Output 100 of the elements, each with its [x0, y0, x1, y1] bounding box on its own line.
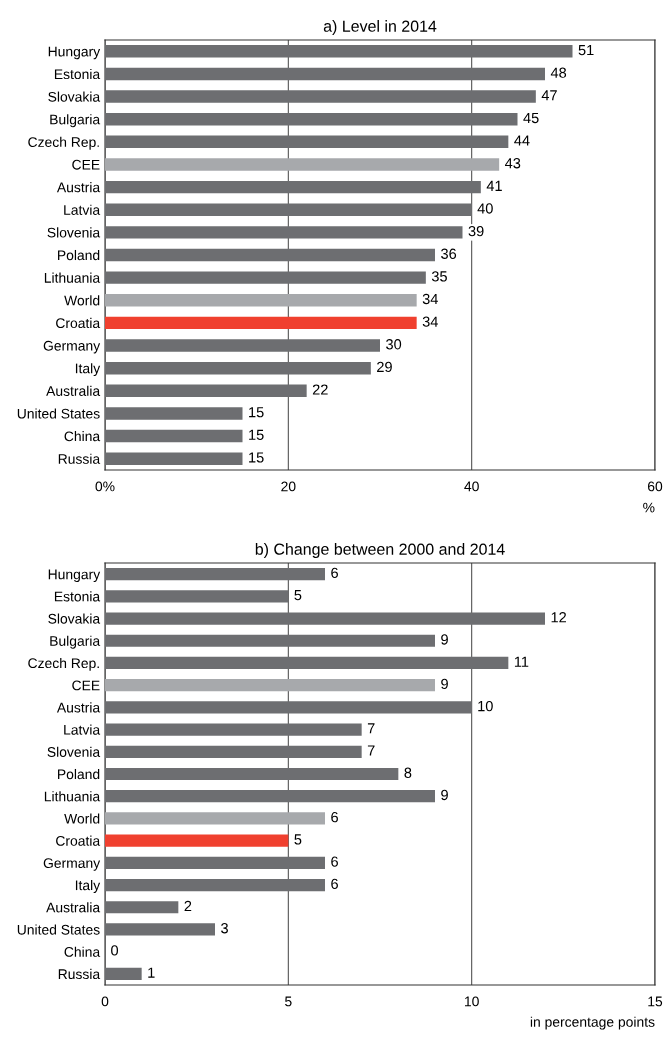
- data-label: 10: [478, 700, 493, 712]
- y-tick-label: Bulgaria: [50, 635, 101, 649]
- y-tick-label: Estonia: [54, 68, 101, 80]
- bar: [105, 45, 573, 58]
- y-tick-label: Hungary: [48, 46, 101, 60]
- bar: [105, 568, 325, 581]
- y-tick-label: China: [64, 431, 101, 442]
- y-tick-label: Germany: [43, 858, 101, 871]
- data-label: 22: [312, 384, 328, 395]
- y-tick-label: Poland: [58, 768, 100, 780]
- y-tick-label: United States: [17, 408, 100, 419]
- data-label: 45: [523, 112, 539, 124]
- y-tick-label: CEE: [72, 680, 100, 691]
- bar: [105, 112, 518, 126]
- y-tick-label: Italy: [75, 880, 101, 893]
- data-label: 2: [184, 900, 192, 912]
- y-tick-label: Austria: [56, 702, 101, 713]
- y-tick-label: World: [64, 295, 100, 306]
- x-tick-label: 15: [648, 996, 663, 1007]
- bar: [105, 158, 500, 171]
- x-tick-label: 60: [647, 481, 663, 492]
- data-label: 1: [148, 967, 155, 978]
- data-label: 6: [331, 812, 338, 823]
- data-label: 6: [331, 567, 338, 579]
- y-tick-label: Russia: [58, 453, 101, 464]
- bar: [105, 407, 243, 420]
- y-tick-label: Hungary: [48, 569, 101, 583]
- bar: [105, 745, 362, 758]
- data-label: 9: [441, 634, 448, 645]
- y-tick-label: World: [64, 813, 100, 824]
- y-tick-label: Bulgaria: [50, 114, 101, 128]
- bar: [105, 452, 243, 465]
- data-label: 43: [505, 158, 521, 169]
- y-tick-label: CEE: [72, 159, 100, 170]
- data-label: 6: [331, 856, 338, 867]
- y-tick-label: Germany: [43, 340, 101, 354]
- data-label: 3: [221, 923, 228, 934]
- data-label: 15: [249, 407, 264, 418]
- bar: [105, 901, 179, 914]
- chart-title: a) Level in 2014: [323, 20, 437, 35]
- data-label: 8: [404, 767, 412, 778]
- bar: [105, 656, 509, 670]
- x-tick-label: 5: [285, 996, 292, 1007]
- bar: [105, 226, 463, 239]
- bar: [105, 923, 215, 936]
- bar: [105, 856, 325, 869]
- data-label: 48: [550, 67, 567, 78]
- y-tick-label: Czech Rep.: [28, 657, 99, 671]
- data-label: 7: [367, 745, 375, 756]
- bar: [105, 248, 435, 262]
- bar: [105, 294, 417, 307]
- data-label: 41: [486, 180, 502, 191]
- data-label: 44: [514, 135, 530, 146]
- x-tick-label: 40: [464, 481, 479, 492]
- y-tick-label: Slovenia: [47, 746, 101, 757]
- bar: [105, 679, 435, 692]
- bar: [105, 812, 325, 825]
- data-label: 30: [386, 339, 402, 350]
- y-tick-label: Lithuania: [44, 791, 101, 802]
- x-axis-title: in percentage points: [530, 1016, 655, 1030]
- bar: [105, 135, 509, 149]
- data-label: 47: [541, 90, 557, 101]
- bar: [105, 429, 243, 443]
- bar: [105, 767, 399, 781]
- bar: [105, 90, 536, 103]
- x-axis-title: %: [643, 502, 655, 513]
- x-tick-label: 0%: [95, 481, 115, 492]
- data-label: 15: [249, 429, 264, 440]
- bar: [105, 612, 545, 625]
- y-tick-label: Australia: [46, 385, 101, 396]
- y-tick-label: Latvia: [64, 724, 101, 735]
- bar: [105, 271, 426, 284]
- bar: [105, 67, 545, 81]
- bar: [105, 590, 289, 603]
- bar: [105, 878, 325, 892]
- data-label: 40: [477, 203, 493, 214]
- bar: [105, 203, 472, 216]
- bar: [105, 723, 362, 736]
- x-tick-label: 10: [465, 996, 479, 1007]
- data-label: 34: [422, 293, 438, 305]
- y-tick-label: Croatia: [56, 317, 101, 329]
- y-tick-label: Slovakia: [48, 91, 101, 102]
- bar: [105, 834, 289, 847]
- data-label: 34: [422, 316, 438, 327]
- data-label: 5: [294, 590, 302, 601]
- y-tick-label: China: [64, 946, 101, 957]
- y-tick-label: United States: [17, 924, 100, 935]
- data-label: 12: [551, 612, 566, 623]
- y-tick-label: Lithuania: [44, 272, 101, 283]
- bar: [105, 634, 435, 647]
- y-tick-label: Estonia: [54, 591, 101, 602]
- data-label: 0: [111, 945, 119, 956]
- bar: [105, 701, 472, 714]
- data-label: 39: [468, 225, 484, 237]
- data-label: 5: [294, 834, 302, 845]
- y-tick-label: Croatia: [56, 835, 101, 846]
- data-label: 7: [367, 723, 375, 734]
- data-label: 9: [441, 789, 448, 801]
- data-label: 6: [331, 878, 338, 889]
- y-tick-label: Latvia: [64, 204, 101, 215]
